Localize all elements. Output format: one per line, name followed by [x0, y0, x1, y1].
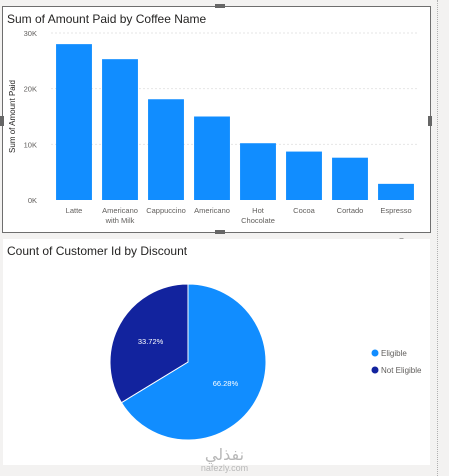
resize-handle-left[interactable] [0, 116, 4, 126]
bar-espresso [378, 183, 414, 200]
x-tick-label: Americano [194, 206, 230, 215]
x-tick-label: Cocoa [293, 206, 316, 215]
legend-entry: Eligible [381, 349, 407, 358]
pie-slice-not-eligible [109, 283, 189, 404]
x-tick-label: Hot [252, 206, 265, 215]
bar-hot-chocolate [240, 143, 276, 200]
x-tick-label: Chocolate [241, 216, 275, 225]
legend-marker [371, 366, 379, 374]
watermark-latin: nafezly.com [200, 463, 249, 473]
pie-data-label: 66.28% [213, 379, 239, 388]
x-tick-label: with Milk [105, 216, 135, 225]
bar-americano-with-milk [102, 59, 138, 201]
x-tick-label: Latte [66, 206, 83, 215]
bar-cappuccino [148, 99, 184, 200]
legend-entry: Not Eligible [381, 366, 422, 375]
resize-handle-right[interactable] [428, 116, 432, 126]
watermark: نفذلي nafezly.com [0, 445, 449, 474]
resize-handle-top[interactable] [215, 4, 225, 8]
y-tick-label: 0K [28, 196, 37, 205]
x-tick-label: Americano [102, 206, 138, 215]
x-tick-label: Espresso [380, 206, 411, 215]
y-tick-label: 10K [24, 140, 37, 149]
bar-cortado [332, 157, 368, 200]
pie-data-label: 33.72% [138, 337, 164, 346]
bar-cocoa [286, 151, 322, 200]
pie-slice-eligible [120, 283, 267, 441]
x-tick-label: Cappuccino [146, 206, 186, 215]
bar-latte [56, 44, 92, 201]
y-tick-label: 30K [24, 29, 37, 38]
bar-chart-svg: Sum of Amount Paid 0K 10K 20K 30K Latte Americ… [8, 29, 419, 225]
canvas-edge [437, 0, 438, 476]
pie-chart-title: Count of Customer Id by Discount [7, 244, 188, 258]
bar-americano [194, 116, 230, 200]
resize-handle-bottom[interactable] [215, 230, 225, 234]
bar-chart-visual[interactable]: Sum of Amount Paid by Coffee Name Sum of… [3, 7, 430, 232]
pie-chart-svg: 66.28% 33.72% Eligible Not Eligible [109, 283, 422, 441]
x-tick-label: Cortado [337, 206, 364, 215]
pie-chart-visual[interactable]: Count of Customer Id by Discount 66.28% 3… [3, 239, 430, 465]
y-axis-title: Sum of Amount Paid [8, 80, 17, 153]
legend-marker [371, 349, 379, 357]
y-tick-label: 20K [24, 85, 37, 94]
bar-chart-title: Sum of Amount Paid by Coffee Name [7, 12, 207, 26]
watermark-arabic: نفذلي [204, 445, 245, 464]
